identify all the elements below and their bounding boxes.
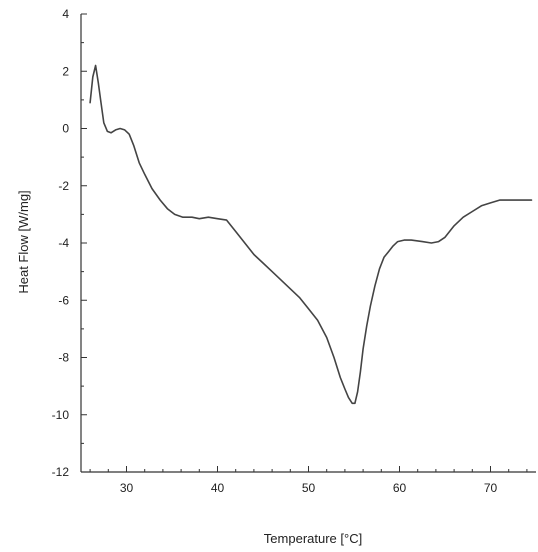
y-axis-title: Heat Flow [W/mg] [16,190,31,293]
heat-flow-line [89,64,533,405]
x-tick-label: 40 [211,481,225,495]
y-tick-label: -4 [58,236,69,250]
y-tick-label: -12 [52,465,70,479]
series [89,64,533,405]
x-tick-label: 60 [393,481,407,495]
ticks: 4 2 0 -2 -4 -6 -8 -10 -12 30 40 50 60 70 [52,7,528,495]
x-tick-label: 30 [120,481,134,495]
y-tick-label: 0 [62,122,69,136]
axes [80,14,536,473]
y-tick-label: -10 [52,408,70,422]
y-tick-label: 2 [62,64,69,78]
x-tick-label: 50 [302,481,316,495]
y-tick-label: -2 [58,179,69,193]
x-tick-label: 70 [484,481,498,495]
y-tick-label: 4 [62,7,69,21]
y-tick-label: -8 [58,351,69,365]
x-axis-title: Temperature [°C] [264,531,362,546]
y-tick-label: -6 [58,293,69,307]
